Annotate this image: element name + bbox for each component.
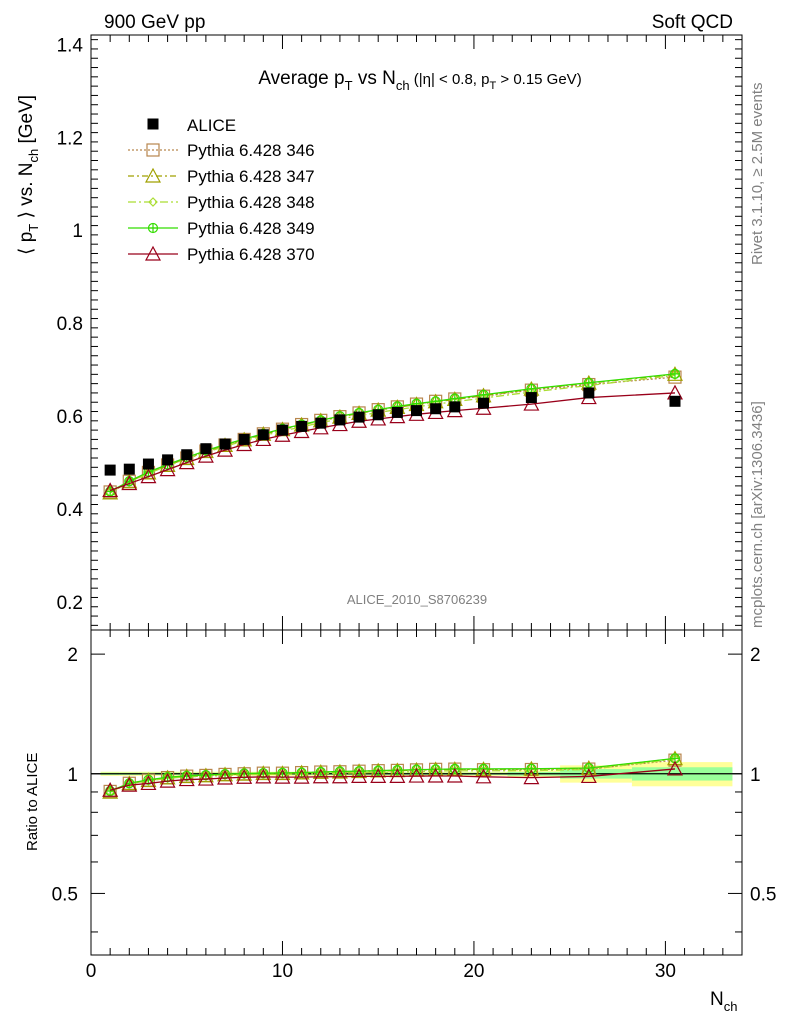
- ratio-5-point: [236, 768, 253, 784]
- data-point: [525, 392, 537, 404]
- data-point: [583, 387, 595, 399]
- series-5-point: [523, 395, 540, 411]
- data-point: [142, 458, 154, 470]
- ratio-5-point: [523, 769, 540, 785]
- y-tick-label: 0.2: [57, 593, 83, 614]
- ratio-5-point: [217, 769, 234, 785]
- series-5-point: [102, 482, 119, 498]
- x-tick-label: 0: [86, 961, 97, 982]
- data-point: [200, 443, 212, 455]
- ratio-5-point: [197, 770, 214, 786]
- x-tick-label: 10: [272, 961, 293, 982]
- ratio-5-point: [178, 771, 195, 787]
- header-right: Soft QCD: [652, 12, 733, 33]
- data-point: [391, 406, 403, 418]
- series-line-3: [109, 374, 676, 493]
- ratio-5-point: [102, 781, 119, 797]
- ratio-5-point: [446, 767, 463, 783]
- data-point: [181, 449, 193, 461]
- y-tick-label: 1.4: [57, 35, 84, 56]
- ratio-y-axis-label: Ratio to ALICE: [24, 753, 41, 851]
- legend-label-4: Pythia 6.428 349: [187, 219, 315, 238]
- legend-marker-3: [148, 197, 158, 207]
- ratio-5-point: [427, 767, 444, 783]
- ratio-5-point: [666, 760, 683, 776]
- ratio-5-point: [351, 768, 368, 783]
- data-point: [276, 424, 288, 436]
- data-point: [257, 429, 269, 441]
- series-5-point: [197, 447, 214, 463]
- x-tick-label: 20: [463, 961, 484, 982]
- legend-label-3: Pythia 6.428 348: [187, 193, 315, 212]
- series-5-point: [140, 468, 157, 484]
- data-point: [219, 438, 231, 450]
- data-point: [353, 411, 365, 423]
- ratio-tick-label: 0.5: [52, 884, 78, 905]
- ratio-5-point: [331, 768, 348, 784]
- ratio-5-point: [293, 768, 310, 784]
- y-tick-label: 0.4: [57, 500, 84, 521]
- ratio-5-point: [580, 768, 597, 784]
- ratio-5-point: [389, 768, 406, 783]
- y-tick-label: 1.2: [57, 128, 83, 149]
- y-tick-label: 1: [72, 221, 83, 242]
- ratio-5-point: [370, 768, 387, 783]
- ratio-5-point: [475, 768, 492, 784]
- ratio-tick-label-right: 1: [750, 765, 761, 786]
- ratio-tick-label-right: 0.5: [750, 884, 776, 905]
- ratio-tick-label: 1: [67, 765, 78, 786]
- data-point: [478, 397, 490, 409]
- ratio-5-point: [274, 768, 291, 784]
- data-point: [372, 409, 384, 421]
- legend-marker-2: [144, 167, 162, 183]
- analysis-watermark: ALICE_2010_S8706239: [347, 592, 487, 607]
- ratio-5-point: [159, 772, 176, 788]
- data-point: [104, 464, 116, 476]
- series-5-point: [178, 454, 195, 470]
- data-point: [334, 414, 346, 426]
- y-tick-label: 0.6: [57, 407, 83, 428]
- legend-marker-1: [146, 143, 160, 157]
- header-left: 900 GeV pp: [104, 12, 205, 33]
- legend-label-1: Pythia 6.428 346: [187, 141, 315, 160]
- ratio-line-5: [109, 768, 676, 791]
- side-label-top: Rivet 3.1.10, ≥ 2.5M events: [749, 83, 766, 266]
- x-tick-label: 30: [655, 961, 676, 982]
- data-point: [296, 420, 308, 432]
- ratio-5-point: [140, 775, 157, 791]
- ratio-5-point: [121, 776, 138, 792]
- data-point: [123, 463, 135, 475]
- data-point: [162, 454, 174, 466]
- legend-label-5: Pythia 6.428 370: [187, 245, 315, 264]
- ratio-5-point: [312, 768, 329, 784]
- data-point: [315, 417, 327, 429]
- series-5-point: [217, 441, 234, 457]
- x-axis-label: Nch: [710, 989, 737, 1014]
- ratio-tick-label: 2: [67, 645, 78, 666]
- data-point: [411, 405, 422, 417]
- series-5-point: [159, 461, 176, 477]
- y-tick-label: 0.8: [57, 314, 83, 335]
- legend-label-data: ALICE: [187, 116, 236, 135]
- data-point: [669, 395, 681, 407]
- plot-title: Average pT vs Nch (|η| < 0.8, pT > 0.15 …: [258, 68, 581, 93]
- side-label-bottom: mcplots.cern.ch [arXiv:1306.3436]: [749, 401, 766, 628]
- series-line-2: [109, 373, 676, 494]
- ratio-tick-label-right: 2: [750, 645, 761, 666]
- legend-label-2: Pythia 6.428 347: [187, 167, 315, 186]
- ratio-plot-frame: [90, 629, 743, 956]
- data-point: [449, 401, 461, 413]
- ratio-5-point: [255, 768, 272, 784]
- ratio-5-point: [408, 767, 425, 783]
- y-axis-label: ⟨ pT ⟩ vs. Nch [GeV]: [16, 95, 41, 255]
- legend-marker-5: [144, 245, 162, 261]
- legend-marker-data: [147, 118, 159, 130]
- data-point: [238, 433, 250, 445]
- series-5-point: [121, 475, 138, 491]
- data-point: [430, 403, 442, 415]
